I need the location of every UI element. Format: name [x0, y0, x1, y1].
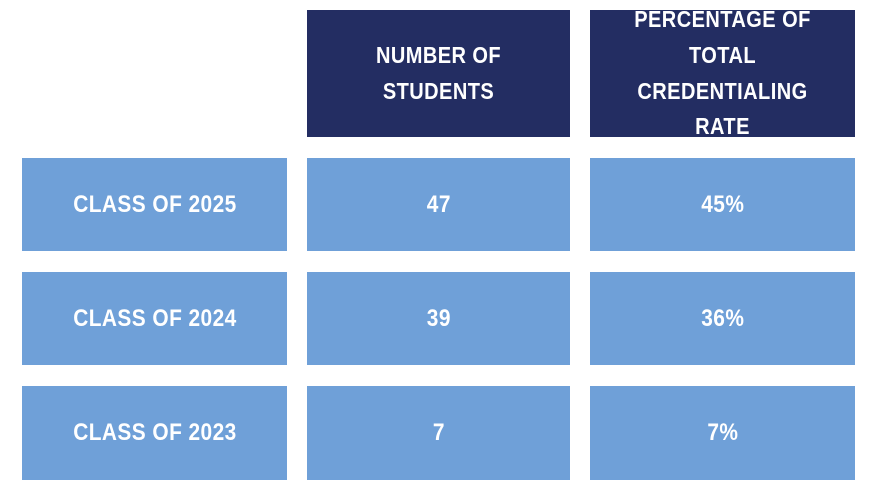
row-2025-rate-cell: 45%	[590, 158, 855, 251]
row-label: CLASS OF 2024	[72, 304, 237, 332]
students-value: 39	[426, 304, 451, 332]
rate-value: 7%	[706, 419, 739, 446]
row-2025-label-cell: CLASS OF 2025	[22, 158, 287, 251]
column-header-credentialing-rate: PERCENTAGE OF TOTAL CREDENTIALING RATE	[590, 6, 855, 139]
row-label: CLASS OF 2023	[72, 419, 237, 446]
column-header-number-of-students: NUMBER OF STUDENTS	[307, 10, 570, 137]
row-2024-students-cell: 39	[307, 272, 570, 365]
row-2023-rate-cell: 7%	[590, 386, 855, 480]
rate-value: 36%	[700, 304, 745, 332]
row-2023-label-cell: CLASS OF 2023	[22, 386, 287, 480]
row-2024-label-cell: CLASS OF 2024	[22, 272, 287, 365]
table-grid: NUMBER OF STUDENTS PERCENTAGE OF TOTAL C…	[22, 6, 855, 480]
header-spacer	[22, 10, 287, 137]
students-value: 7	[432, 419, 445, 446]
column-header-credentialing-rate-label: PERCENTAGE OF TOTAL CREDENTIALING RATE	[634, 6, 811, 140]
rate-value: 45%	[700, 190, 745, 218]
column-header-number-of-students-label: NUMBER OF STUDENTS	[375, 41, 502, 104]
row-2023-students-cell: 7	[307, 386, 570, 480]
row-2024-rate-cell: 36%	[590, 272, 855, 365]
row-2025-students-cell: 47	[307, 158, 570, 251]
students-value: 47	[426, 190, 451, 218]
row-label: CLASS OF 2025	[72, 190, 237, 218]
